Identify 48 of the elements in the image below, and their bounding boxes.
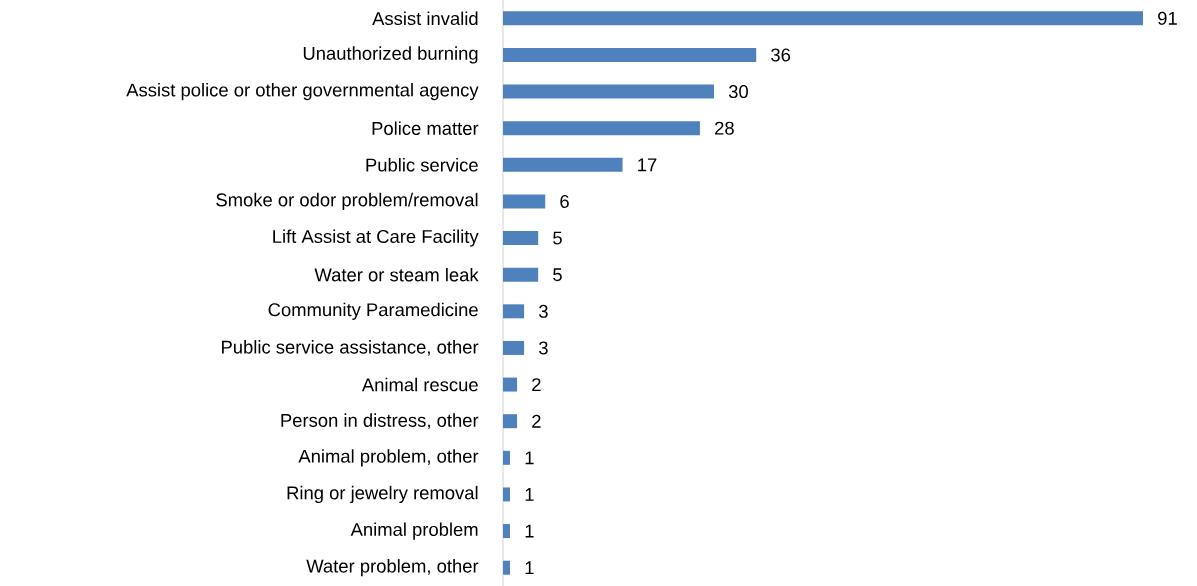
- bar: [503, 231, 539, 246]
- y-tick-label: Public service: [366, 158, 478, 172]
- data-label: 91: [1158, 11, 1177, 25]
- data-label: 1: [525, 488, 534, 501]
- y-tick-label: Community Paramedicine: [268, 302, 478, 320]
- bar: [503, 377, 518, 392]
- data-label: 2: [532, 378, 541, 391]
- y-tick-label: Assist invalid: [372, 11, 478, 26]
- data-label: 6: [560, 194, 569, 208]
- y-tick-label: Police matter: [372, 121, 479, 135]
- bar: [503, 11, 1144, 26]
- data-label: 17: [638, 158, 657, 172]
- y-tick-label: Animal problem: [350, 522, 478, 540]
- y-tick-label: Smoke or odor problem/removal: [216, 192, 478, 211]
- data-label: 1: [525, 451, 534, 465]
- bar: [503, 194, 546, 209]
- y-tick-label: Water or steam leak: [314, 267, 479, 282]
- y-tick-label: Water problem, other: [306, 559, 479, 577]
- data-label: 1: [525, 524, 534, 538]
- bar: [503, 524, 511, 539]
- bar: [503, 84, 714, 99]
- data-label: 3: [539, 341, 548, 355]
- bar: [503, 267, 539, 282]
- data-label: 3: [539, 304, 548, 318]
- y-tick-label: Person in distress, other: [281, 413, 479, 430]
- bar: [503, 47, 757, 62]
- data-label: 36: [771, 48, 791, 62]
- bar: [503, 340, 525, 355]
- y-tick-label: Ring or jewelry removal: [287, 485, 478, 504]
- y-tick-label: Lift Assist at Care Facility: [273, 229, 479, 247]
- y-tick-label: Unauthorized burning: [303, 46, 478, 64]
- y-tick-label: Animal problem, other: [298, 449, 479, 467]
- data-label: 5: [553, 231, 562, 245]
- bar: [503, 304, 525, 319]
- y-tick-label: Public service assistance, other: [222, 340, 479, 356]
- data-label: 5: [553, 268, 562, 282]
- data-label: 2: [532, 414, 541, 428]
- bar: [503, 414, 518, 429]
- bar: [503, 487, 511, 502]
- data-label: 1: [525, 561, 534, 575]
- bar: [503, 560, 511, 575]
- bar: [503, 121, 700, 136]
- data-label: 30: [728, 85, 748, 99]
- data-label: 28: [715, 121, 734, 135]
- bar: [503, 157, 623, 172]
- y-tick-label: Animal rescue: [361, 377, 478, 392]
- bar: [503, 450, 511, 465]
- y-tick-label: Assist police or other governmental agency: [126, 82, 479, 101]
